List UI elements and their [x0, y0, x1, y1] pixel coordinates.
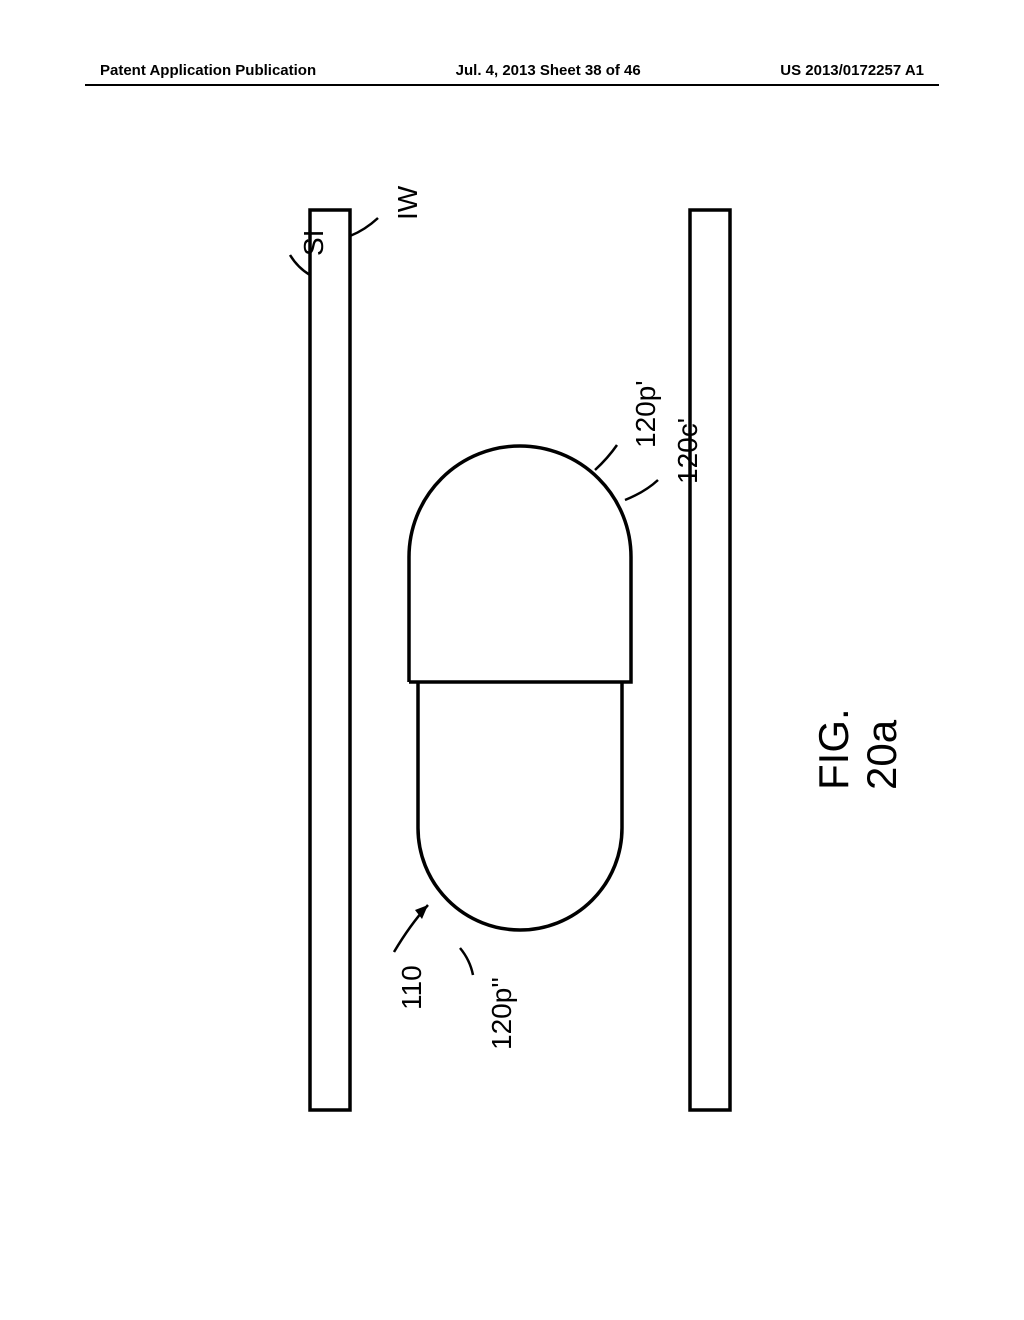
header-center: Jul. 4, 2013 Sheet 38 of 46: [456, 62, 641, 79]
tube-wall-right: [690, 210, 730, 1110]
figure-caption: FIG. 20a: [810, 708, 906, 790]
label-120pDoublePrime: 120p'': [486, 977, 518, 1050]
leader-si: [290, 255, 310, 275]
leader-iw: [350, 218, 378, 236]
header-left: Patent Application Publication: [100, 62, 316, 79]
figure-svg: [170, 170, 870, 1150]
capsule-cap: [409, 446, 631, 682]
leader-120pdp: [460, 948, 473, 975]
capsule-body: [418, 660, 622, 930]
header-right: US 2013/0172257 A1: [780, 62, 924, 79]
leader-110: [394, 905, 428, 952]
label-si: SI: [298, 230, 330, 256]
label-120pPrime: 120p': [630, 380, 662, 448]
leader-120cp: [625, 480, 658, 500]
label-iw: IW: [392, 186, 424, 220]
label-120cPrime: 120c': [672, 418, 704, 484]
tube-wall-left: [310, 210, 350, 1110]
leader-120pp: [595, 445, 617, 470]
label-110: 110: [396, 965, 428, 1010]
figure-stage: SI IW 110 120p'' 120p' 120c' FIG. 20a: [170, 170, 870, 1150]
header-rule: [85, 84, 939, 86]
